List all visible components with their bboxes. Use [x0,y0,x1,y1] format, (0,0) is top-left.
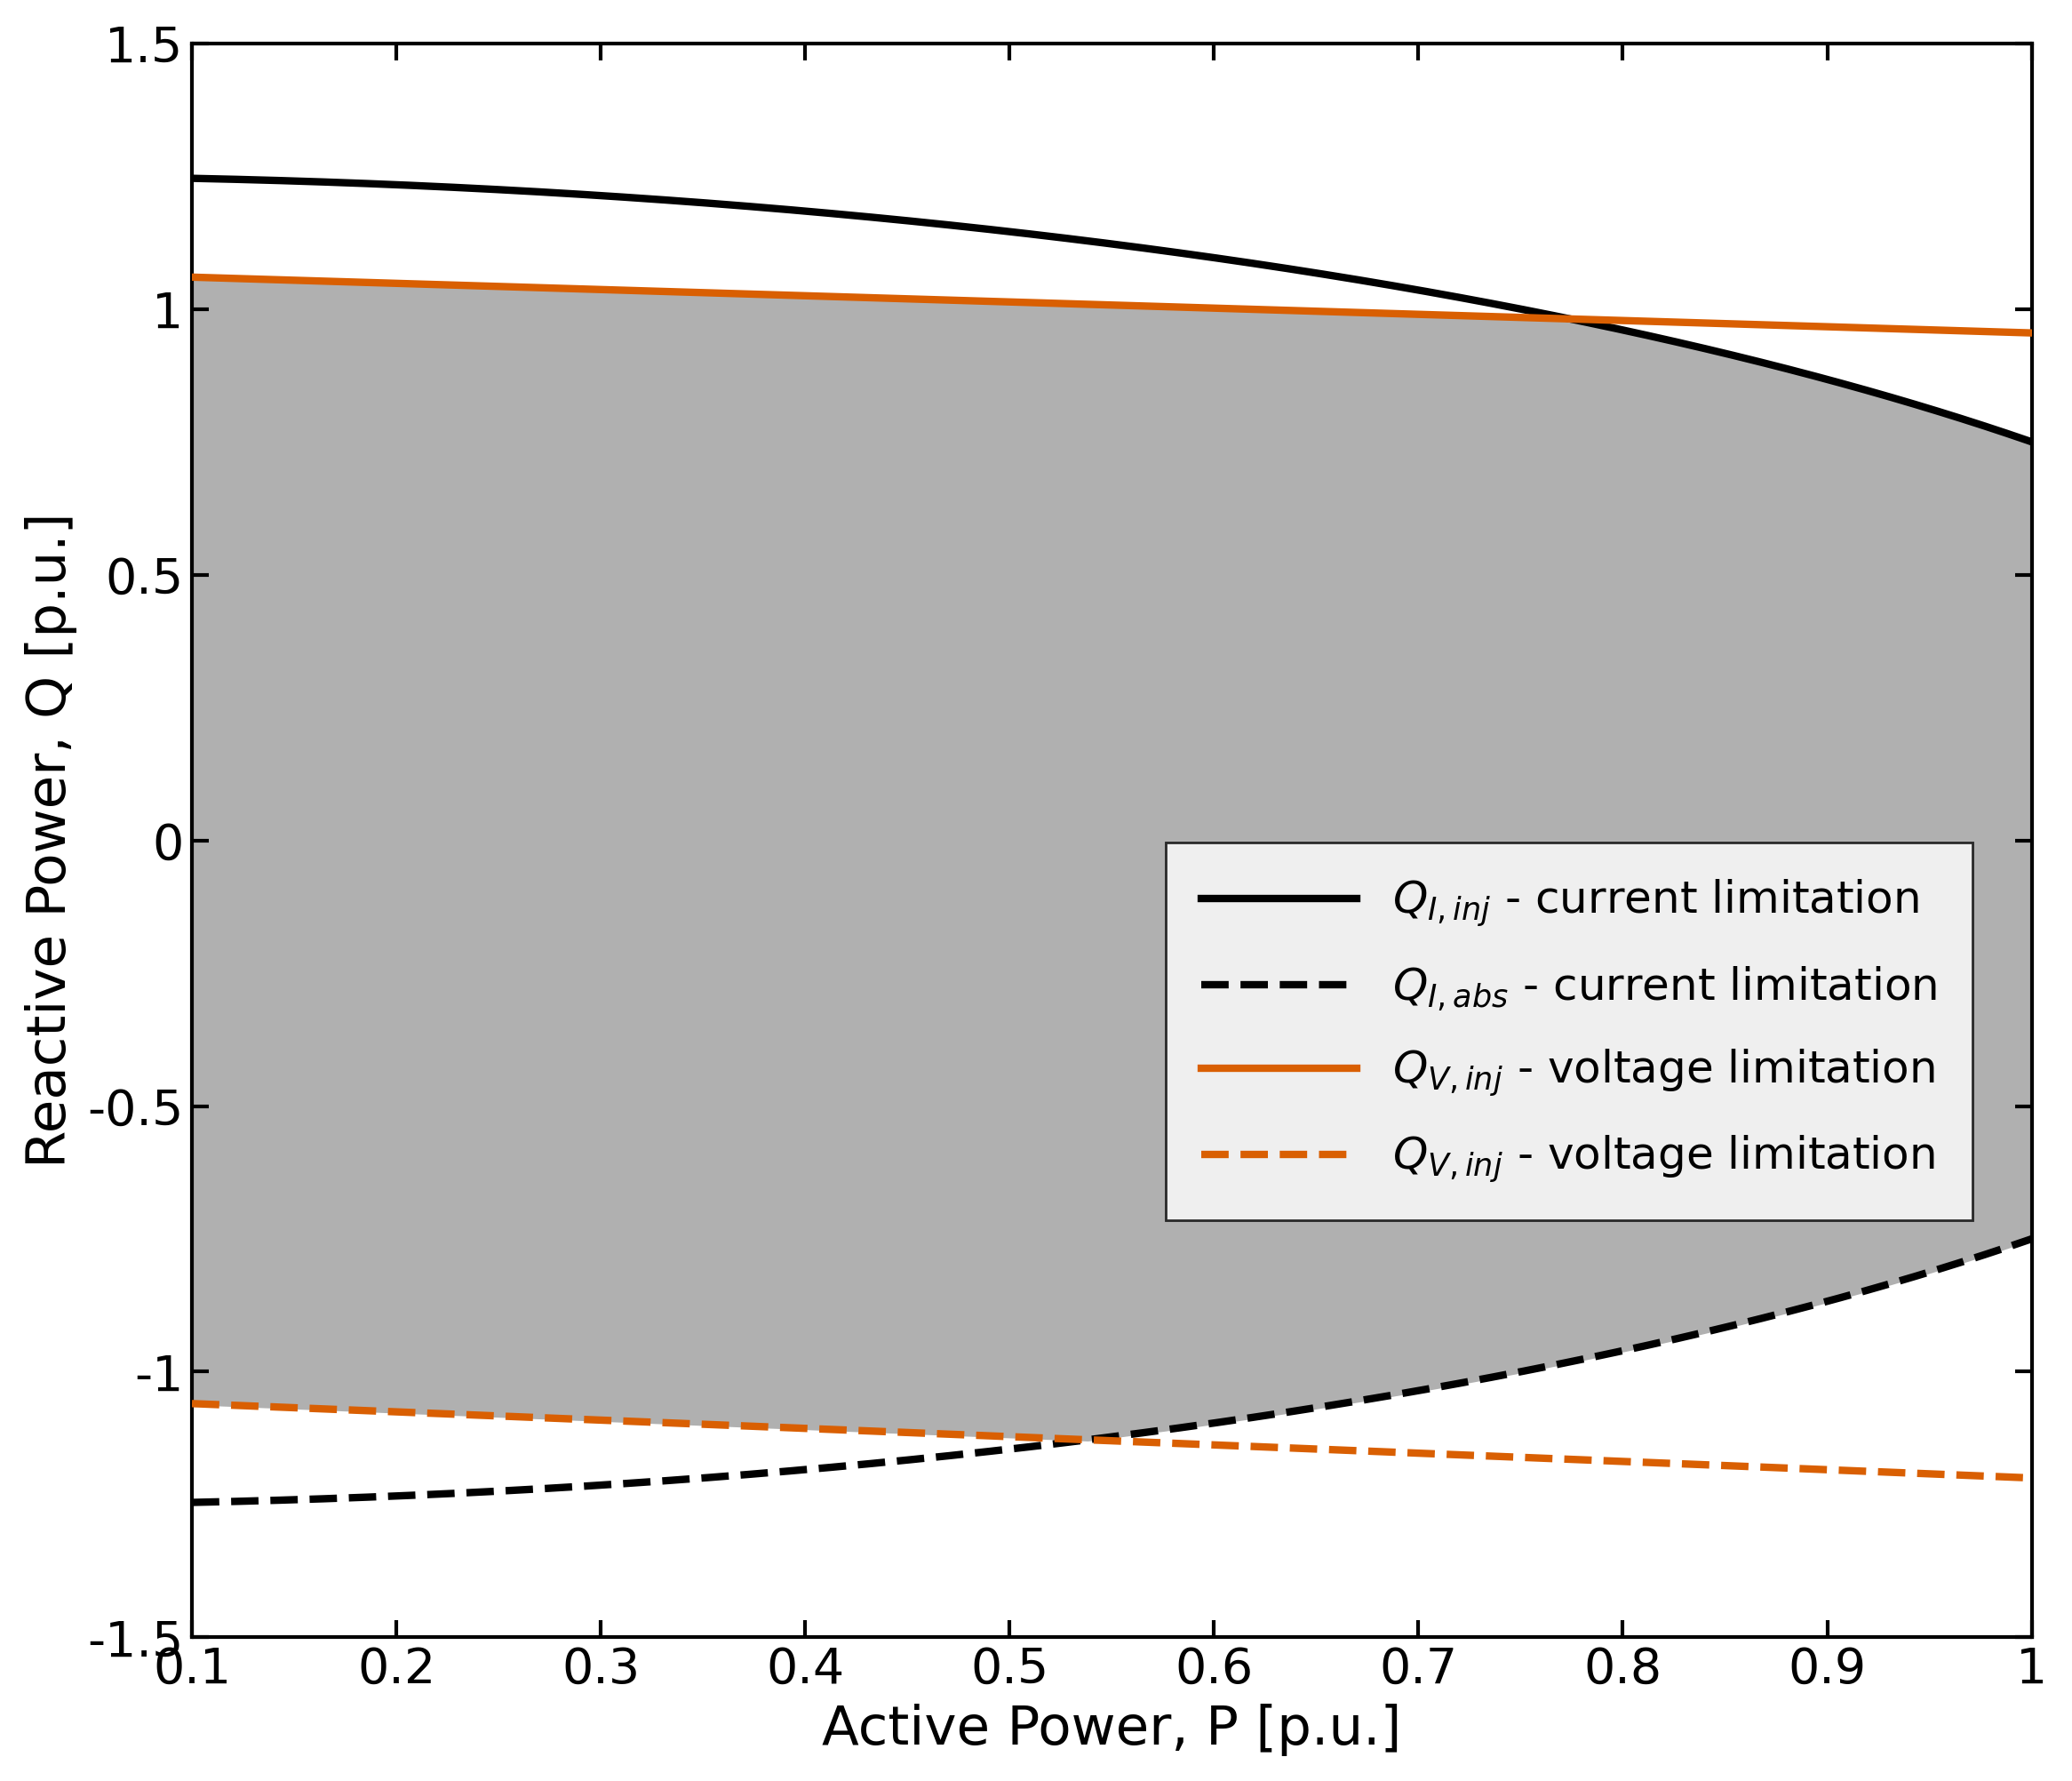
Y-axis label: Reactive Power, Q [p.u.]: Reactive Power, Q [p.u.] [25,513,77,1168]
X-axis label: Active Power, P [p.u.]: Active Power, P [p.u.] [823,1704,1401,1756]
Legend: $Q_{I,inj}$ - current limitation, $Q_{I,abs}$ - current limitation, $Q_{V,inj}$ : $Q_{I,inj}$ - current limitation, $Q_{I,… [1167,842,1973,1220]
